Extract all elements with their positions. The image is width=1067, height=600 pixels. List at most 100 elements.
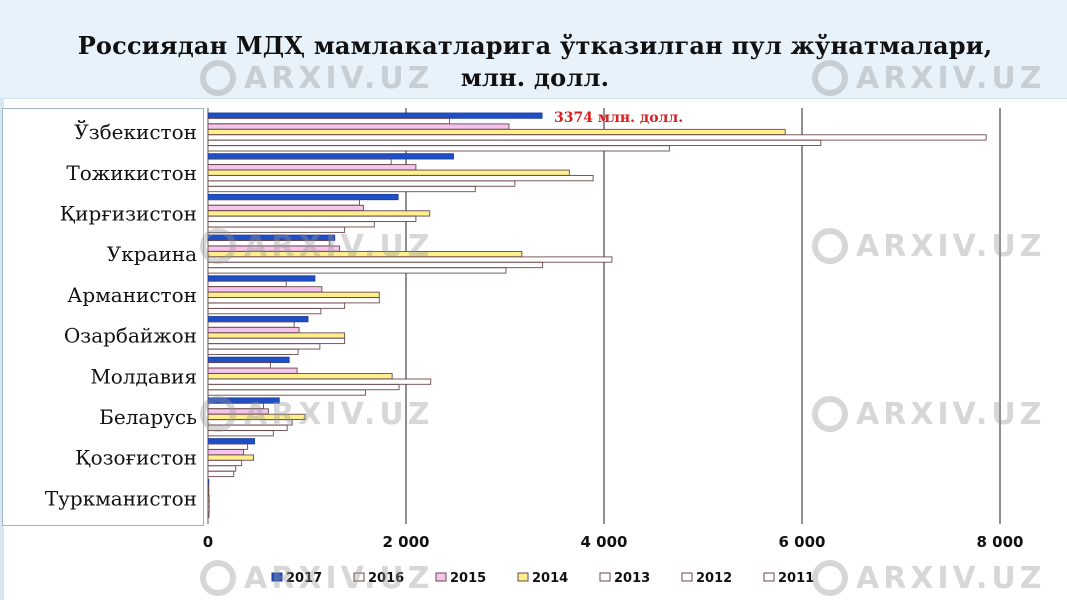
bar-2017-7 (207, 356, 290, 363)
bar-2011-10 (207, 511, 210, 518)
x-tick-label: 8 000 (977, 533, 1024, 551)
bar-2015-5 (207, 286, 323, 293)
category-label-panel (2, 108, 204, 526)
legend-swatch-2017 (271, 572, 283, 582)
legend-swatch-2015 (435, 572, 447, 582)
bar-2014-7 (207, 373, 393, 380)
bar-2016-3 (207, 199, 360, 206)
category-label: Озарбайжон (64, 324, 197, 348)
bar-2012-3 (207, 221, 375, 228)
bar-2017-6 (207, 316, 309, 323)
bar-2016-7 (207, 362, 271, 369)
category-label: Туркманистон (45, 486, 197, 510)
category-label: Ўзбекистон (74, 119, 197, 144)
title-band: Россиядан МДҲ мамлакатларига ўтказилган … (0, 0, 1067, 99)
bar-2016-2 (207, 158, 392, 165)
bar-2017-3 (207, 193, 399, 201)
bar-2012-9 (207, 465, 237, 472)
category-label: Украина (107, 242, 197, 266)
chart-title-line-1: Россиядан МДҲ мамлакатларига ўтказилган … (77, 31, 993, 60)
bar-2012-6 (207, 343, 321, 350)
x-tick-label: 4 000 (581, 533, 628, 551)
category-label: Тожикистон (66, 161, 197, 185)
legend-label-2011: 2011 (778, 571, 814, 586)
bar-2015-6 (207, 326, 300, 334)
bar-2011-9 (207, 470, 235, 478)
bar-2017-2 (207, 153, 454, 160)
bar-2017-9 (207, 438, 255, 445)
bar-annotation: 3374 млн. долл. (554, 110, 683, 126)
bar-2017-8 (207, 397, 280, 404)
bar-2014-9 (207, 454, 254, 461)
bar-2015-9 (207, 449, 245, 456)
bar-2011-2 (207, 185, 476, 193)
bar-2011-6 (207, 348, 299, 355)
bar-2013-8 (207, 419, 293, 426)
x-tick-label: 6 000 (779, 533, 826, 551)
bar-2015-7 (207, 367, 298, 374)
chart-title-line-2: млн. долл. (460, 63, 610, 92)
bar-2015-8 (207, 408, 269, 415)
bar-2016-5 (207, 280, 287, 288)
bar-2013-1 (207, 134, 987, 141)
bar-2016-8 (207, 402, 264, 410)
bar-2011-3 (207, 226, 346, 233)
bar-2017-4 (207, 234, 336, 241)
legend-swatch-2013 (599, 572, 611, 582)
bar-2012-2 (207, 180, 516, 187)
bar-2011-7 (207, 389, 366, 396)
x-tick-label: 2 000 (383, 533, 430, 551)
chart-title: Россиядан МДҲ мамлакатларига ўтказилган … (60, 30, 1010, 94)
category-label: Қирғизистон (60, 201, 197, 225)
bar-2016-4 (207, 240, 331, 247)
bar-2014-6 (207, 332, 346, 339)
bar-2016-6 (207, 321, 295, 328)
bar-2017-10 (207, 478, 210, 486)
bar-2011-5 (207, 308, 322, 315)
bar-2012-5 (207, 302, 346, 309)
bar-2014-4 (207, 250, 523, 258)
bar-2013-4 (207, 256, 613, 263)
bar-2013-6 (207, 337, 346, 345)
legend-label-2017: 2017 (286, 571, 322, 586)
bar-2012-10 (207, 506, 210, 513)
legend-label-2013: 2013 (614, 571, 650, 586)
legend-swatch-2012 (681, 572, 693, 582)
bar-2012-8 (207, 424, 288, 431)
bar-2013-9 (207, 459, 243, 467)
bar-2011-4 (207, 267, 507, 274)
bar-2015-3 (207, 204, 364, 212)
category-label: Беларусь (99, 405, 197, 429)
category-label: Молдавия (90, 364, 197, 388)
bar-2014-2 (207, 169, 570, 176)
category-label: Қозоғистон (75, 446, 197, 470)
bar-2015-4 (207, 245, 341, 252)
bar-2017-5 (207, 275, 316, 282)
x-tick-label: 0 (203, 533, 213, 551)
bar-2014-8 (207, 413, 306, 421)
bar-2017-1 (207, 112, 543, 119)
legend-swatch-2014 (517, 572, 529, 582)
bar-2013-3 (207, 215, 417, 222)
category-label: Арманистон (67, 283, 197, 307)
bar-2014-1 (207, 128, 786, 136)
bar-2015-10 (207, 489, 210, 496)
bar-2016-10 (207, 484, 210, 491)
bar-2011-8 (207, 430, 274, 437)
legend-label-2015: 2015 (450, 571, 486, 586)
legend-label-2012: 2012 (696, 571, 732, 586)
bar-2014-5 (207, 291, 380, 298)
bar-2013-7 (207, 378, 432, 385)
bar-2014-3 (207, 210, 431, 217)
legend-label-2014: 2014 (532, 571, 568, 586)
bar-2013-2 (207, 175, 594, 182)
bar-2011-1 (207, 145, 670, 152)
legend-label-2016: 2016 (368, 571, 404, 586)
bar-2013-5 (207, 297, 380, 304)
bar-2015-1 (207, 123, 510, 130)
bar-2016-9 (207, 443, 249, 450)
bar-2012-1 (207, 139, 822, 147)
bar-2013-10 (207, 500, 210, 507)
bar-2015-2 (207, 164, 417, 171)
bar-2016-1 (207, 117, 451, 125)
